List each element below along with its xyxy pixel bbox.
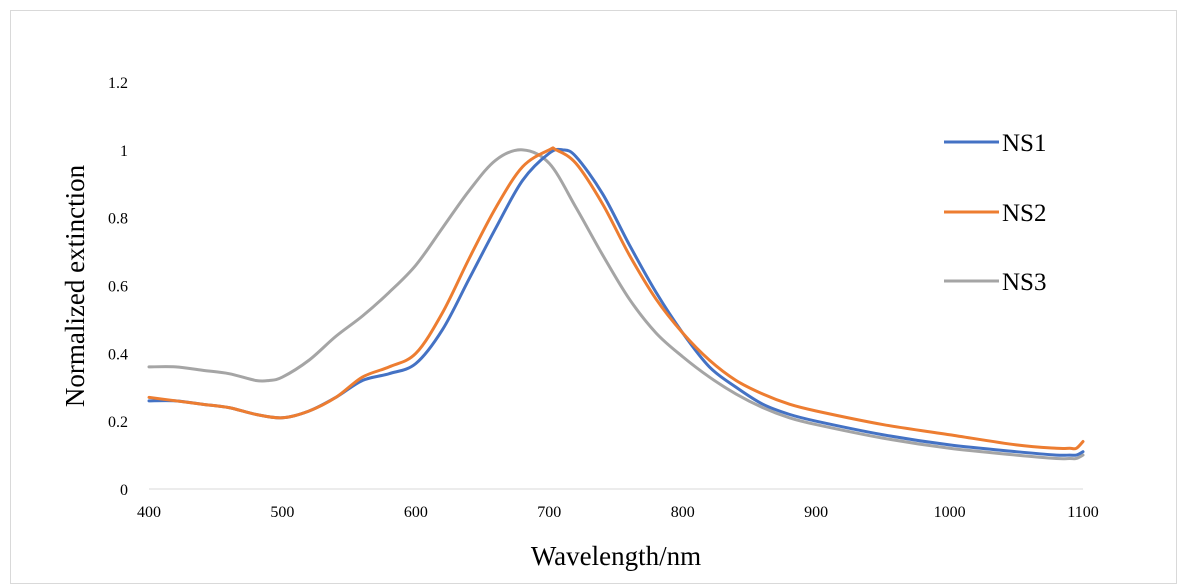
y-tick-label: 0.6	[108, 279, 128, 296]
x-tick-label: 800	[671, 504, 695, 521]
series-line-ns1	[147, 147, 1085, 457]
legend-label-ns1: NS1	[1002, 130, 1046, 157]
series-lines	[147, 146, 1085, 461]
y-tick-label: 0	[120, 482, 128, 499]
y-tick-label: 0.4	[108, 346, 128, 363]
x-tick-label: 500	[270, 504, 294, 521]
x-tick-label: 1000	[934, 504, 966, 521]
y-axis-ticks: 0 0.2 0.4 0.6 0.8 1 1.2	[108, 75, 128, 499]
x-axis-ticks: 400 500 600 700 800 900 1000 1100	[137, 504, 1099, 521]
x-tick-label: 400	[137, 504, 161, 521]
series-line-ns3	[147, 148, 1085, 461]
x-tick-label: 600	[404, 504, 428, 521]
chart-frame	[10, 10, 1177, 584]
y-tick-label: 1	[120, 143, 128, 160]
legend: NS1 NS2 NS3	[944, 130, 1046, 296]
x-tick-label: 700	[537, 504, 561, 521]
series-line-ns2	[147, 146, 1085, 451]
y-tick-label: 0.8	[108, 211, 128, 228]
y-tick-label: 1.2	[108, 75, 128, 92]
x-axis-title: Wavelength/nm	[531, 541, 701, 571]
legend-label-ns3: NS3	[1002, 269, 1046, 296]
x-tick-label: 1100	[1067, 504, 1098, 521]
y-axis-title: Normalized extinction	[60, 164, 90, 407]
x-tick-label: 900	[804, 504, 828, 521]
legend-label-ns2: NS2	[1002, 200, 1046, 227]
y-tick-label: 0.2	[108, 414, 128, 431]
